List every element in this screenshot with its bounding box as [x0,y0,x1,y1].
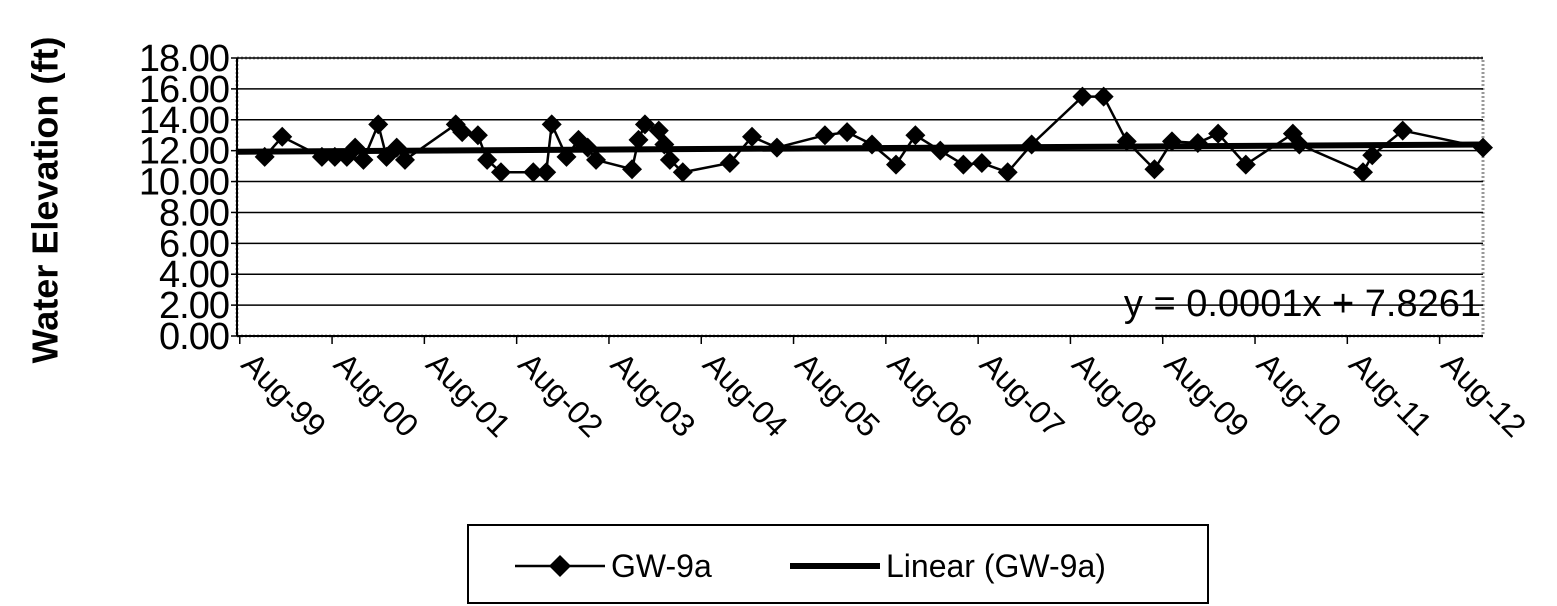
data-point [634,114,655,135]
y-tick-label: 14.00 [139,100,229,142]
data-point [622,159,643,180]
data-point [1208,123,1229,144]
data-point [272,126,293,147]
plot-area [235,56,1485,338]
x-tick-label: Aug-09 [1158,345,1256,443]
y-tick-label: 8.00 [159,192,229,234]
x-tick-label: Aug-99 [235,345,333,443]
data-point [1353,162,1374,183]
data-point [885,154,906,175]
y-tick-label: 0.00 [159,316,229,358]
x-tick-label: Aug-05 [789,345,887,443]
x-tick-label: Aug-12 [1435,345,1533,443]
data-point [1093,86,1114,107]
y-tick-label: 2.00 [159,285,229,327]
data-point [467,125,488,146]
y-tick-label: 4.00 [159,254,229,296]
data-point [1072,86,1093,107]
data-point [445,114,466,135]
data-point [536,162,557,183]
data-point [953,154,974,175]
data-point [368,114,389,135]
y-axis-title: Water Elevation (ft) [25,37,66,364]
data-point [1362,145,1383,166]
x-tick-label: Aug-11 [1342,345,1439,442]
x-tick-label: Aug-06 [881,345,979,443]
data-point [971,153,992,174]
legend-label: Linear (GW-9a) [886,548,1106,584]
y-tick-label: 16.00 [139,69,229,111]
x-tick-label: Aug-02 [512,345,610,443]
data-point [490,162,511,183]
x-tick-label: Aug-07 [973,345,1071,443]
data-point [672,162,693,183]
y-tick-label: 10.00 [139,162,229,204]
data-point [523,162,544,183]
data-point [477,149,498,170]
data-point [742,126,763,147]
data-point [1392,120,1413,141]
trend-line [236,141,1484,155]
data-point [541,114,562,135]
y-tick-label: 18.00 [139,38,229,80]
data-point [814,125,835,146]
data-point [905,125,926,146]
data-point [586,149,607,170]
y-tick-label: 6.00 [159,223,229,265]
data-point [628,129,649,150]
data-point [1144,159,1165,180]
legend-label: GW-9a [611,548,712,584]
x-tick-label: Aug-00 [327,345,425,443]
data-point [394,149,415,170]
x-tick-label: Aug-08 [1065,345,1163,443]
data-point [452,122,473,143]
trendline-equation: y = 0.0001x + 7.8261 [1124,283,1481,325]
data-point [353,149,374,170]
data-point [659,149,680,170]
data-point [997,162,1018,183]
y-tick-label: 12.00 [139,131,229,173]
x-tick-label: Aug-01 [419,345,517,443]
x-tick-label: Aug-03 [604,345,702,443]
legend-marker [549,555,571,577]
data-point [837,122,858,143]
x-tick-label: Aug-10 [1250,345,1348,443]
data-point [1235,154,1256,175]
data-point [719,153,740,174]
x-tick-label: Aug-04 [696,345,794,443]
